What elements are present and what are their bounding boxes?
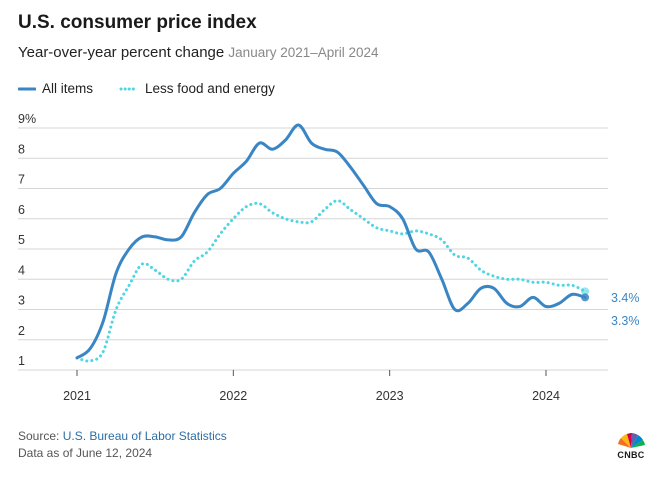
- x-tick-label: 2021: [63, 389, 91, 403]
- legend-item-core: Less food and energy: [119, 81, 275, 96]
- y-tick-label: 4: [18, 263, 25, 277]
- source-line: Source: U.S. Bureau of Labor Statistics: [18, 428, 227, 445]
- all-items-end-point: [581, 293, 590, 302]
- subtitle-date-range: January 2021–April 2024: [228, 45, 379, 60]
- y-tick-label: 1: [18, 354, 25, 368]
- chart-footer: Source: U.S. Bureau of Labor Statistics …: [18, 428, 227, 462]
- source-prefix: Source:: [18, 429, 63, 443]
- legend-dotted-line-icon: [119, 87, 139, 90]
- chart-title: U.S. consumer price index: [18, 12, 257, 33]
- y-tick-label: 9%: [18, 112, 36, 126]
- legend-item-all-items: All items: [18, 81, 93, 96]
- core-series-line: [75, 199, 587, 363]
- cnbc-wordmark: CNBC: [617, 450, 645, 460]
- source-link[interactable]: U.S. Bureau of Labor Statistics: [62, 429, 227, 443]
- legend-label-all-items: All items: [42, 81, 94, 96]
- x-tick-label: 2023: [376, 389, 404, 403]
- peacock-icon: [618, 433, 645, 448]
- data-date-note: Data as of June 12, 2024: [18, 446, 153, 460]
- core-end-point: [581, 287, 590, 296]
- core-end-label: 3.4%: [611, 291, 640, 305]
- y-tick-label: 6: [18, 203, 25, 217]
- x-tick-label: 2022: [219, 389, 247, 403]
- chart-legend: All items Less food and energy: [18, 81, 301, 96]
- cpi-line-chart: 9% 8 7 6 5 4 3 2 1 2021 2022 2023 2024 3.4% 3.3%: [18, 112, 640, 403]
- y-tick-label: 7: [18, 173, 25, 187]
- y-tick-label: 2: [18, 324, 25, 338]
- all-items-series-line: [75, 123, 587, 360]
- subtitle-text: Year-over-year percent change: [18, 44, 225, 61]
- cnbc-logo: CNBC: [612, 428, 650, 460]
- y-tick-label: 3: [18, 294, 25, 308]
- all-items-end-label: 3.3%: [611, 314, 640, 328]
- chart-subtitle: Year-over-year percent change January 20…: [18, 44, 379, 61]
- legend-solid-line-icon: [18, 87, 36, 90]
- y-tick-label: 8: [18, 142, 25, 156]
- y-tick-label: 5: [18, 233, 25, 247]
- legend-label-core: Less food and energy: [145, 81, 275, 96]
- x-tick-label: 2024: [532, 389, 560, 403]
